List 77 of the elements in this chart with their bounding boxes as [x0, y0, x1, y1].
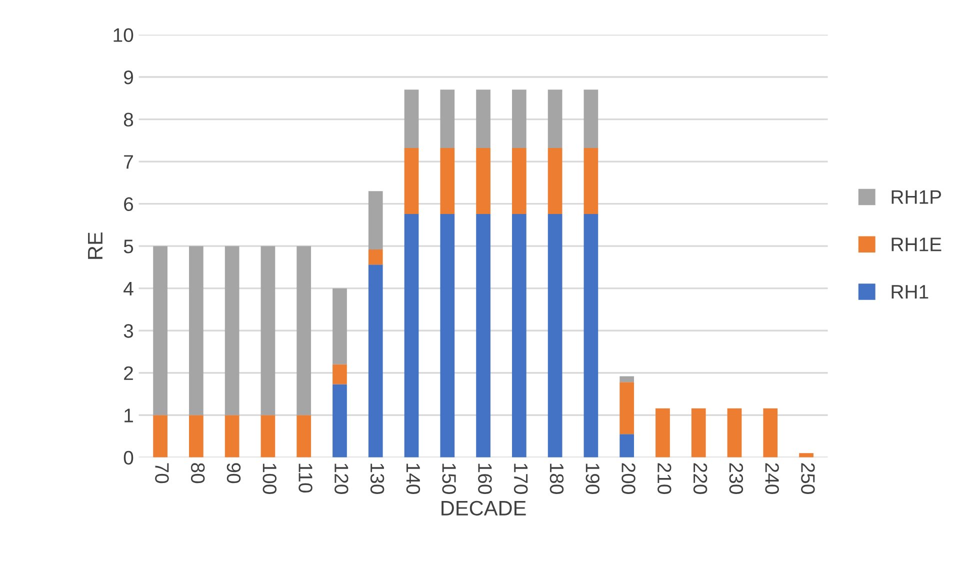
bar: [224, 246, 240, 416]
x-tick-label: 210: [658, 463, 672, 494]
x-tick-label: 250: [801, 463, 815, 494]
y-tick-label: 4: [124, 282, 134, 296]
bar: [368, 191, 383, 250]
y-tick-label: 10: [114, 28, 134, 42]
x-tick-label: 130: [370, 464, 384, 494]
bar: [512, 90, 526, 148]
bar: [332, 384, 347, 458]
bar: [476, 214, 490, 458]
bar: [260, 415, 276, 458]
bar: [404, 214, 419, 458]
bar: [332, 288, 347, 364]
x-tick-label: 160: [478, 464, 492, 494]
bar: [584, 214, 598, 458]
bar: [691, 408, 706, 458]
bar: [440, 90, 455, 148]
bar: [476, 90, 490, 148]
y-tick-label: 2: [124, 366, 133, 380]
bar: [368, 249, 383, 265]
bar: [189, 246, 204, 416]
bar: [620, 382, 634, 434]
bar: [296, 246, 312, 416]
x-tick-label: 140: [406, 464, 420, 494]
bar: [153, 246, 168, 416]
x-tick-label: 220: [693, 463, 708, 494]
y-tick-label: 3: [124, 324, 134, 338]
bar: [584, 90, 598, 148]
y-tick-label: 1: [124, 408, 133, 422]
x-tick-label: 230: [729, 463, 744, 494]
bar: [296, 415, 312, 458]
bar: [584, 148, 598, 214]
x-tick-label: 110: [298, 464, 312, 493]
y-tick-label: 8: [124, 112, 134, 127]
bar: [440, 214, 455, 458]
bar: [476, 148, 490, 214]
bar: [548, 90, 562, 148]
bar: [799, 453, 814, 458]
bar: [656, 408, 670, 458]
bar: [224, 415, 240, 458]
x-tick-label: 70: [155, 463, 169, 484]
y-tick-label: 7: [124, 155, 133, 169]
x-tick-label: 200: [622, 463, 636, 494]
bar: [404, 148, 419, 214]
bar: [332, 364, 347, 384]
x-tick-label: 150: [442, 464, 456, 494]
bar: [620, 376, 634, 382]
bar: [189, 415, 204, 458]
x-tick-label: 120: [334, 464, 348, 494]
bar: [440, 148, 455, 214]
y-axis-title: RE: [88, 232, 102, 259]
bar: [368, 264, 383, 458]
legend-label: RH1: [892, 285, 928, 299]
legend-label: RH1P: [892, 190, 942, 204]
bar: [548, 214, 562, 458]
legend-label: RH1E: [892, 238, 942, 252]
bar: [620, 434, 634, 458]
bar: [548, 148, 562, 214]
x-tick-label: 100: [262, 464, 277, 494]
y-tick-label: 6: [124, 197, 134, 212]
x-tick-label: 80: [190, 463, 205, 484]
bar: [512, 214, 526, 458]
y-tick-label: 9: [124, 70, 133, 84]
bar: [727, 408, 742, 458]
bar: [512, 148, 526, 214]
bar: [763, 408, 778, 458]
bar: [404, 90, 419, 148]
bar: [260, 246, 276, 416]
bar: [153, 415, 168, 458]
x-tick-label: 90: [226, 463, 241, 484]
x-tick-label: 190: [586, 464, 600, 494]
x-tick-label: 240: [765, 463, 779, 494]
x-tick-label: 170: [514, 464, 528, 494]
x-axis-title: DECADE: [442, 500, 526, 516]
y-tick-label: 0: [124, 450, 134, 465]
y-tick-label: 5: [124, 240, 134, 254]
x-tick-label: 180: [550, 464, 564, 494]
